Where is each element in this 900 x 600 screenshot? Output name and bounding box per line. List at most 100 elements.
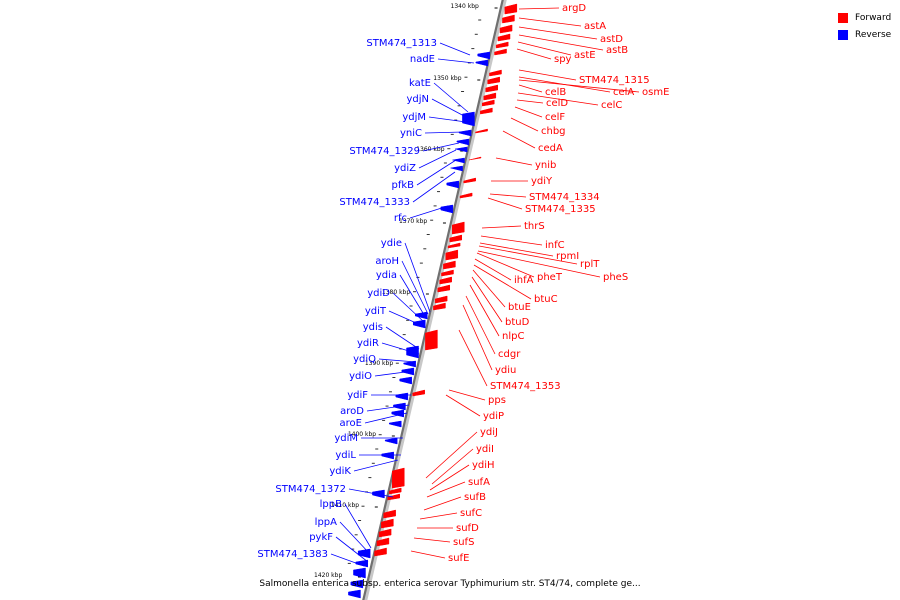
leader-line xyxy=(445,394,481,417)
leader-line xyxy=(516,48,552,60)
reverse-gene-label-pfkb: pfkB xyxy=(391,180,414,191)
forward-gene-label-infc: infC xyxy=(545,240,565,251)
leader-line xyxy=(439,42,471,56)
forward-gene-label-btue: btuE xyxy=(508,302,531,313)
reverse-gene-label-ynic: yniC xyxy=(400,128,422,139)
forward-gene-label-ydiy: ydiY xyxy=(531,176,553,187)
leader-line xyxy=(431,98,467,118)
reverse-gene-label-pykf: pykF xyxy=(309,532,333,543)
forward-gene-label-rpmi: rpmI xyxy=(556,251,579,262)
forward-gene-label-astb: astB xyxy=(606,45,628,56)
forward-gene-block xyxy=(485,84,499,93)
reverse-gene-label-stm474_1329: STM474_1329 xyxy=(349,146,420,157)
leader-line xyxy=(469,284,500,337)
reverse-gene-label-kate: katE xyxy=(409,78,431,89)
forward-gene-label-sufd: sufD xyxy=(456,523,479,534)
forward-gene-label-sufs: sufS xyxy=(453,537,474,548)
forward-gene-block xyxy=(434,295,448,304)
forward-gene-block xyxy=(504,3,518,15)
kbp-tick-label: 1420 kbp xyxy=(314,572,342,579)
forward-gene-block xyxy=(480,107,493,115)
forward-gene-label-phet: pheT xyxy=(537,272,563,283)
forward-gene-block xyxy=(441,269,454,277)
forward-gene-label-stm474_1353: STM474_1353 xyxy=(490,381,561,392)
leader-line xyxy=(517,41,572,56)
reverse-gene-label-aroh: aroH xyxy=(375,256,399,267)
forward-gene-label-cdgr: cdgr xyxy=(498,349,521,360)
forward-gene-label-sufc: sufC xyxy=(460,508,482,519)
reverse-gene-block xyxy=(477,51,490,60)
leader-line xyxy=(413,537,451,543)
leader-line xyxy=(339,521,371,555)
legend-forward-label: Forward xyxy=(855,12,892,23)
forward-gene-block xyxy=(433,302,446,311)
leader-line xyxy=(374,370,414,377)
leader-line xyxy=(472,269,506,308)
legend-reverse: Reverse xyxy=(838,26,891,43)
leader-line xyxy=(477,250,601,278)
leader-line xyxy=(518,79,640,93)
reverse-gene-label-ydik: ydiK xyxy=(329,466,351,477)
reverse-gene-block xyxy=(415,311,428,320)
forward-gene-block xyxy=(475,128,488,134)
forward-gene-block xyxy=(388,487,402,495)
forward-gene-label-ydiu: ydiu xyxy=(495,365,516,376)
forward-gene-block xyxy=(445,249,459,261)
kbp-tick-label: 1390 kbp xyxy=(365,360,393,367)
kbp-tick-label: 1370 kbp xyxy=(399,218,427,225)
leader-line xyxy=(518,7,560,10)
leader-line xyxy=(426,481,466,498)
leader-line xyxy=(514,106,543,118)
forward-gene-label-ydih: ydiH xyxy=(472,460,495,471)
kbp-tick-label: 1410 kbp xyxy=(331,502,359,509)
forward-gene-label-rplt: rplT xyxy=(580,259,600,270)
forward-gene-block xyxy=(381,518,394,529)
leader-line xyxy=(416,159,457,186)
reverse-gene-block xyxy=(350,579,364,589)
forward-gene-block xyxy=(447,242,461,249)
forward-gene-label-sufb: sufB xyxy=(464,492,486,503)
reverse-gene-label-ydjm: ydjM xyxy=(402,112,426,123)
leader-line xyxy=(448,389,486,401)
reverse-gene-block xyxy=(458,129,472,137)
reverse-gene-label-ydia: ydia xyxy=(376,270,397,281)
kbp-tick-label: 1340 kbp xyxy=(451,3,479,10)
forward-gene-label-astd: astD xyxy=(600,34,623,45)
leader-line xyxy=(348,488,394,498)
leader-line xyxy=(476,252,535,278)
reverse-gene-label-ydim: ydiM xyxy=(334,433,358,444)
leader-line xyxy=(366,404,410,412)
leader-line xyxy=(518,26,598,40)
forward-gene-block xyxy=(463,177,476,184)
reverse-gene-block xyxy=(357,548,371,559)
reverse-gene-label-stm474_1313: STM474_1313 xyxy=(366,38,437,49)
forward-gene-label-celd: celD xyxy=(546,98,568,109)
reverse-gene-label-stm474_1333: STM474_1333 xyxy=(339,197,410,208)
forward-gene-block xyxy=(449,234,463,243)
leader-line xyxy=(381,342,420,355)
leader-line xyxy=(428,116,467,123)
leader-line xyxy=(479,242,554,257)
reverse-gene-label-ydir: ydiR xyxy=(357,338,379,349)
leader-line xyxy=(478,245,578,265)
reverse-gene-label-ydiq: ydiQ xyxy=(353,354,376,365)
reverse-gene-label-lppa: lppA xyxy=(315,517,337,528)
forward-gene-label-stm474_1315: STM474_1315 xyxy=(579,75,650,86)
leader-line xyxy=(401,260,429,315)
leader-line xyxy=(502,130,536,149)
forward-gene-label-aste: astE xyxy=(574,50,596,61)
leader-line xyxy=(518,34,604,51)
forward-gene-block xyxy=(497,33,511,42)
leader-line xyxy=(388,310,424,327)
forward-gene-block xyxy=(376,537,390,547)
reverse-gene-label-stm474_1372: STM474_1372 xyxy=(275,484,346,495)
forward-gene-label-celc: celC xyxy=(601,100,622,111)
leader-line xyxy=(409,205,449,219)
legend: Forward Reverse xyxy=(838,9,891,43)
leader-line xyxy=(419,512,458,520)
reverse-gene-label-ydie: ydie xyxy=(381,238,402,249)
kbp-tick-label: 1380 kbp xyxy=(382,289,410,296)
reverse-gene-label-ydil: ydiL xyxy=(335,450,356,461)
leader-line xyxy=(480,235,543,246)
